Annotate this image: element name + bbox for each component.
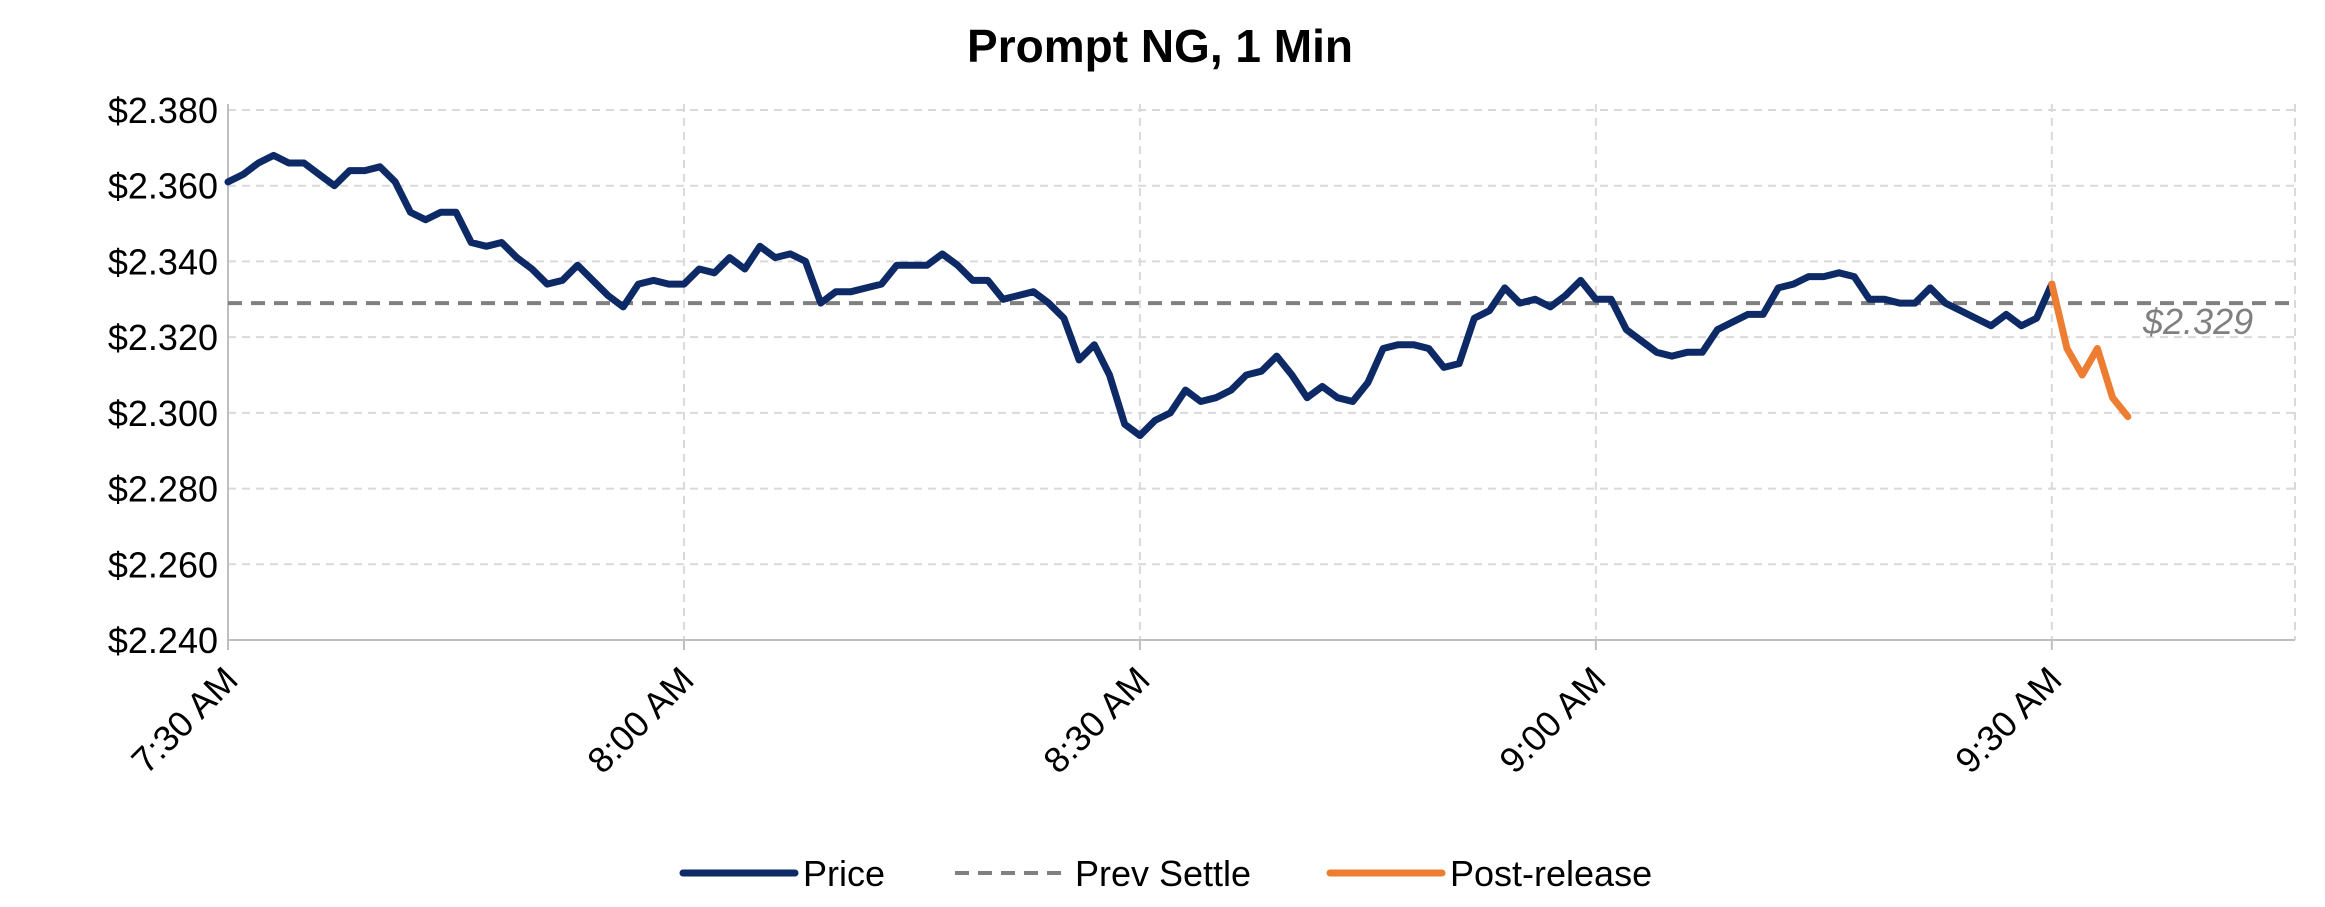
annotations: $2.329 xyxy=(2142,301,2253,342)
y-tick-label: $2.300 xyxy=(108,393,218,434)
annotation-label: $2.329 xyxy=(2142,301,2253,342)
y-tick-label: $2.340 xyxy=(108,241,218,282)
y-axis-ticks: $2.380 $2.360 $2.340 $2.320 $2.300 $2.280 $2.2… xyxy=(108,90,218,661)
y-tick-label: $2.380 xyxy=(108,90,218,131)
y-tick-label: $2.360 xyxy=(108,166,218,207)
y-tick-label: $2.240 xyxy=(108,620,218,661)
y-tick-label: $2.260 xyxy=(108,544,218,585)
x-tick-label: 8:30 AM xyxy=(1035,659,1157,781)
y-tick-label: $2.320 xyxy=(108,317,218,358)
x-tick-label: 9:00 AM xyxy=(1491,659,1613,781)
legend-item: Price xyxy=(679,853,885,894)
series-line-post-release xyxy=(2048,280,2132,421)
grid xyxy=(227,104,2296,640)
series xyxy=(224,151,2295,440)
y-tick-label: $2.280 xyxy=(108,469,218,510)
legend-item: Post-release xyxy=(1326,853,1652,894)
legend: Price Prev Settle Post-release xyxy=(679,853,1652,894)
chart-title: Prompt NG, 1 Min xyxy=(967,20,1353,72)
x-tick-label: 7:30 AM xyxy=(123,659,245,781)
x-axis-ticks: 7:30 AM 8:00 AM 8:30 AM 9:00 AM 9:30 AM xyxy=(123,659,2069,781)
legend-label: Post-release xyxy=(1450,853,1652,894)
series-line-price xyxy=(224,151,2056,440)
axes xyxy=(227,104,2295,650)
legend-label: Prev Settle xyxy=(1075,853,1251,894)
legend-label: Price xyxy=(803,853,885,894)
x-tick-label: 8:00 AM xyxy=(579,659,701,781)
legend-item: Prev Settle xyxy=(955,853,1251,894)
x-tick-label: 9:30 AM xyxy=(1947,659,2069,781)
